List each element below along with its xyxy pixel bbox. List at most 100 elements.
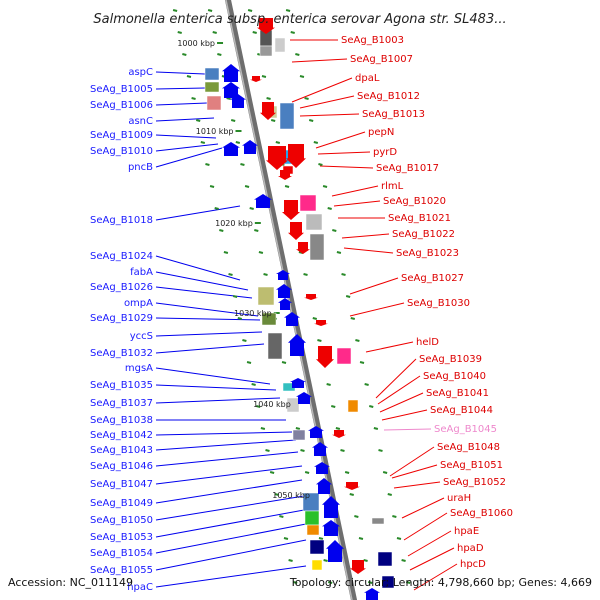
reverse-gene-arrow <box>332 430 346 438</box>
scale-tick <box>252 31 257 34</box>
scale-tick <box>258 251 264 254</box>
forward-gene-arrow <box>308 426 324 438</box>
right-gene-label: SeAg_B1003 <box>341 35 404 46</box>
left-gene-label: asnC <box>128 116 153 127</box>
left-gene-label: SeAg_B1026 <box>90 282 153 293</box>
right-connector-line <box>407 530 452 557</box>
left-connector-line <box>155 71 206 75</box>
forward-gene-arrow <box>254 194 272 208</box>
right-connector-line <box>381 409 428 421</box>
scale-tick <box>251 383 256 386</box>
left-gene-label: SeAg_B1046 <box>90 461 153 472</box>
scale-tick <box>304 97 309 100</box>
scale-tick <box>254 229 259 232</box>
scale-tick <box>378 449 383 452</box>
left-connector-line <box>155 205 241 221</box>
scale-tick <box>327 207 332 210</box>
right-connector-line <box>375 358 417 399</box>
left-connector-line <box>155 317 261 321</box>
scale-tick <box>318 537 324 540</box>
scale-tick <box>226 97 231 100</box>
gene-block <box>261 312 277 326</box>
left-gene-label: SeAg_B1006 <box>90 100 153 111</box>
scale-tick <box>363 559 368 562</box>
gene-block <box>204 81 220 93</box>
scale-tick <box>336 251 342 254</box>
scale-tick <box>304 471 310 474</box>
reverse-gene-arrow <box>314 320 328 326</box>
forward-gene-arrow <box>314 462 330 474</box>
left-gene-label: SeAg_B1032 <box>90 348 153 359</box>
gene-block <box>274 37 286 53</box>
gene-block <box>299 194 317 212</box>
left-gene-label: SeAg_B1042 <box>90 430 153 441</box>
scale-tick <box>265 449 270 452</box>
forward-gene-arrow <box>222 142 240 156</box>
right-gene-label: pyrD <box>373 147 397 158</box>
scale-tick <box>244 185 250 188</box>
scale-tick <box>322 185 328 188</box>
gene-block <box>286 397 300 413</box>
scale-label: 1050 kbp <box>272 491 310 500</box>
right-gene-label: SeAg_B1060 <box>450 508 513 519</box>
scale-tick <box>300 449 305 452</box>
right-connector-line <box>391 464 438 479</box>
scale-tick <box>283 537 289 540</box>
right-connector-line <box>349 277 399 295</box>
right-connector-line <box>319 165 374 169</box>
scale-tick <box>303 273 308 276</box>
scale-tick <box>172 9 178 12</box>
scale-tick <box>195 119 201 122</box>
gene-block <box>206 95 222 111</box>
gene-block <box>306 524 320 536</box>
left-gene-label: fabA <box>130 267 153 278</box>
scale-tick <box>205 163 210 166</box>
right-connector-line <box>331 185 379 197</box>
gene-block <box>311 559 323 571</box>
scale-tick <box>219 229 224 232</box>
right-gene-label: pepN <box>368 127 394 138</box>
gene-block <box>309 539 325 555</box>
right-gene-label: SeAg_B1022 <box>392 229 455 240</box>
reverse-gene-arrow <box>350 560 366 574</box>
scale-tick <box>312 317 318 320</box>
left-gene-label: hpaC <box>127 582 153 593</box>
forward-gene-arrow <box>288 334 306 356</box>
scale-tick <box>345 295 351 298</box>
scale-tick <box>295 53 300 56</box>
reverse-gene-arrow <box>304 294 318 300</box>
left-connector-line <box>155 539 307 571</box>
reverse-gene-arrow <box>260 102 276 120</box>
right-gene-label: dpaL <box>355 73 380 84</box>
left-gene-label: mgsA <box>125 363 153 374</box>
map-title: Salmonella enterica subsp. enterica sero… <box>93 12 506 27</box>
left-connector-line <box>155 384 277 391</box>
left-connector-line <box>155 465 303 485</box>
scale-tick <box>284 185 290 188</box>
scale-tick <box>349 493 354 496</box>
right-connector-line <box>299 113 360 117</box>
right-gene-label: SeAg_B1040 <box>423 371 486 382</box>
right-connector-line <box>389 446 435 477</box>
scale-tick <box>177 31 182 34</box>
right-connector-line <box>409 547 455 571</box>
right-connector-line <box>333 200 381 207</box>
gene-block <box>292 429 306 441</box>
scale-label: 1040 kbp <box>253 400 291 409</box>
left-gene-label: SeAg_B1047 <box>90 479 153 490</box>
scale-tick <box>249 207 254 210</box>
right-gene-label: SeAg_B1012 <box>357 91 420 102</box>
right-gene-label: SeAg_B1020 <box>383 196 446 207</box>
forward-gene-arrow <box>322 496 340 518</box>
scale-tick <box>279 515 284 518</box>
scale-tick <box>235 141 241 144</box>
scale-tick <box>340 449 345 452</box>
forward-gene-arrow <box>312 442 328 456</box>
scale-tick <box>387 493 392 496</box>
accession-label: Accession: NC_011149 <box>8 576 133 589</box>
gene-block <box>377 551 393 567</box>
right-connector-line <box>291 77 353 103</box>
left-connector-line <box>155 286 253 299</box>
right-gene-label: SeAg_B1045 <box>434 424 497 435</box>
